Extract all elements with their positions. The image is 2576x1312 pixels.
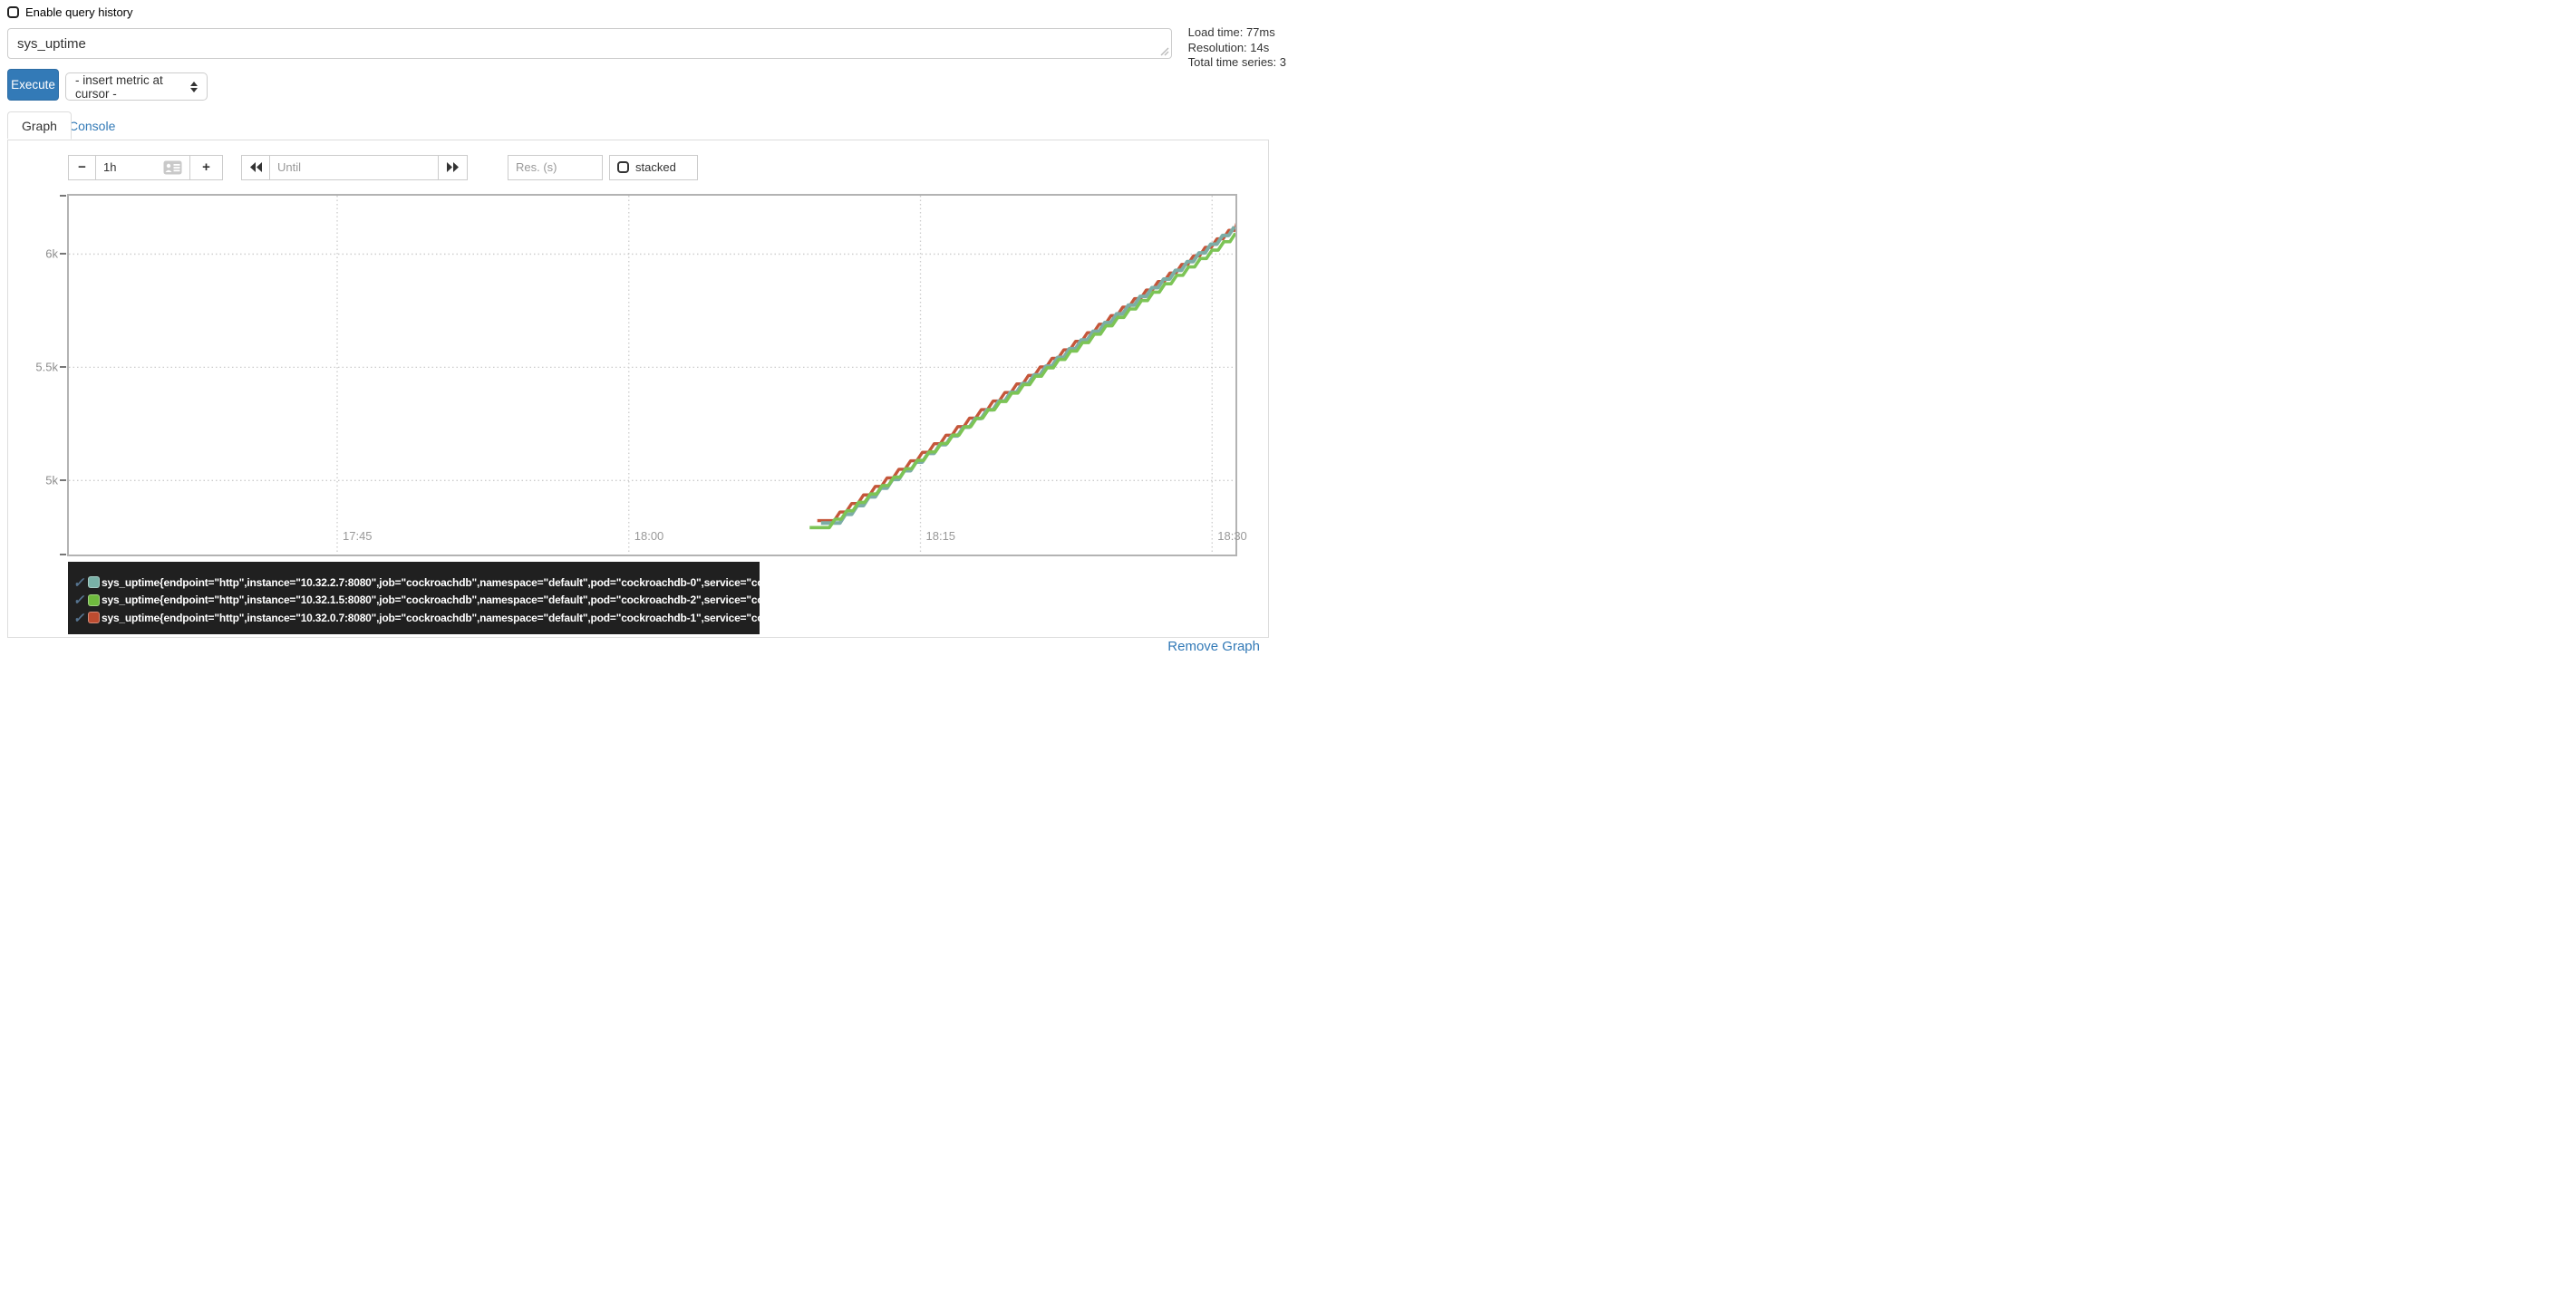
legend-series-label: sys_uptime{endpoint="http",instance="10.… (102, 593, 760, 607)
resolution-input[interactable]: Res. (s) (508, 154, 603, 180)
tab-bar: Graph Console (7, 111, 1269, 140)
legend-swatch (88, 576, 100, 589)
enable-query-history-label: Enable query history (25, 5, 133, 19)
range-decrease-button[interactable]: − (68, 154, 96, 180)
time-shift-group: Until (241, 154, 468, 180)
legend-series-label: sys_uptime{endpoint="http",instance="10.… (102, 575, 760, 589)
resolution-group: Res. (s) (508, 154, 603, 180)
tab-graph[interactable]: Graph (7, 111, 72, 140)
total-series-stat: Total time series: 3 (1187, 55, 1286, 69)
x-tick-label: 18:00 (634, 529, 664, 543)
insert-metric-dropdown[interactable]: - insert metric at cursor - (65, 72, 208, 101)
execute-button[interactable]: Execute (7, 69, 59, 101)
stacked-label: stacked (635, 160, 676, 174)
shift-back-button[interactable] (241, 154, 270, 180)
range-value: 1h (103, 160, 117, 174)
plus-icon: + (202, 159, 210, 175)
shift-forward-button[interactable] (439, 154, 468, 180)
load-time-stat: Load time: 77ms (1187, 25, 1275, 39)
query-expression-input[interactable]: sys_uptime (7, 28, 1172, 59)
query-expression-value: sys_uptime (17, 36, 86, 52)
checkmark-icon: ✓ (73, 593, 88, 609)
stacked-checkbox[interactable] (617, 161, 629, 173)
legend-series-label: sys_uptime{endpoint="http",instance="10.… (102, 611, 760, 624)
range-input[interactable]: 1h (96, 154, 190, 180)
y-axis-tick (60, 366, 66, 369)
fast-forward-icon (447, 162, 459, 172)
y-axis-tick (60, 253, 66, 256)
remove-graph-link[interactable]: Remove Graph (1167, 639, 1260, 654)
resize-handle-icon[interactable] (1160, 47, 1169, 56)
y-axis-tick (60, 195, 66, 197)
stacked-group: stacked (609, 154, 698, 180)
rewind-icon (249, 162, 262, 172)
x-tick-label: 18:15 (925, 529, 956, 543)
legend-swatch (88, 612, 100, 624)
until-placeholder: Until (277, 160, 302, 174)
minus-icon: − (78, 159, 86, 175)
chart-plot-area[interactable] (67, 194, 1237, 556)
insert-metric-dropdown-value: - insert metric at cursor - (75, 72, 163, 101)
query-stats: Load time: 77ms Resolution: 14s Total ti… (1188, 25, 1286, 71)
x-tick-label: 17:45 (343, 529, 373, 543)
chart-legend: ✓ sys_uptime{endpoint="http",instance="10… (68, 562, 760, 634)
y-axis-tick (60, 554, 66, 555)
resolution-stat: Resolution: 14s (1187, 40, 1270, 54)
enable-query-history-checkbox[interactable] (7, 6, 19, 18)
legend-swatch (88, 593, 100, 606)
legend-item[interactable]: ✓ sys_uptime{endpoint="http",instance="10… (68, 574, 760, 592)
y-tick-label: 5.5k (35, 360, 58, 374)
resolution-placeholder: Res. (s) (516, 160, 557, 174)
range-control-group: − 1h + (68, 154, 223, 180)
legend-item[interactable]: ✓ sys_uptime{endpoint="http",instance="10… (68, 592, 760, 610)
stacked-toggle[interactable]: stacked (609, 154, 698, 180)
y-tick-label: 6k (45, 246, 58, 261)
x-tick-label: 18:30 (1217, 529, 1247, 543)
checkmark-icon: ✓ (73, 610, 88, 626)
tab-console[interactable]: Console (69, 118, 116, 133)
enable-query-history-row: Enable query history (7, 5, 133, 19)
y-tick-label: 5k (45, 473, 58, 487)
checkmark-icon: ✓ (73, 574, 88, 591)
datepicker-icon[interactable] (163, 160, 182, 175)
until-input[interactable]: Until (270, 154, 439, 180)
select-arrows-icon (190, 81, 198, 92)
y-axis-tick (60, 479, 66, 482)
legend-item[interactable]: ✓ sys_uptime{endpoint="http",instance="10… (68, 609, 760, 627)
range-increase-button[interactable]: + (190, 154, 223, 180)
chart-canvas (69, 196, 1235, 555)
